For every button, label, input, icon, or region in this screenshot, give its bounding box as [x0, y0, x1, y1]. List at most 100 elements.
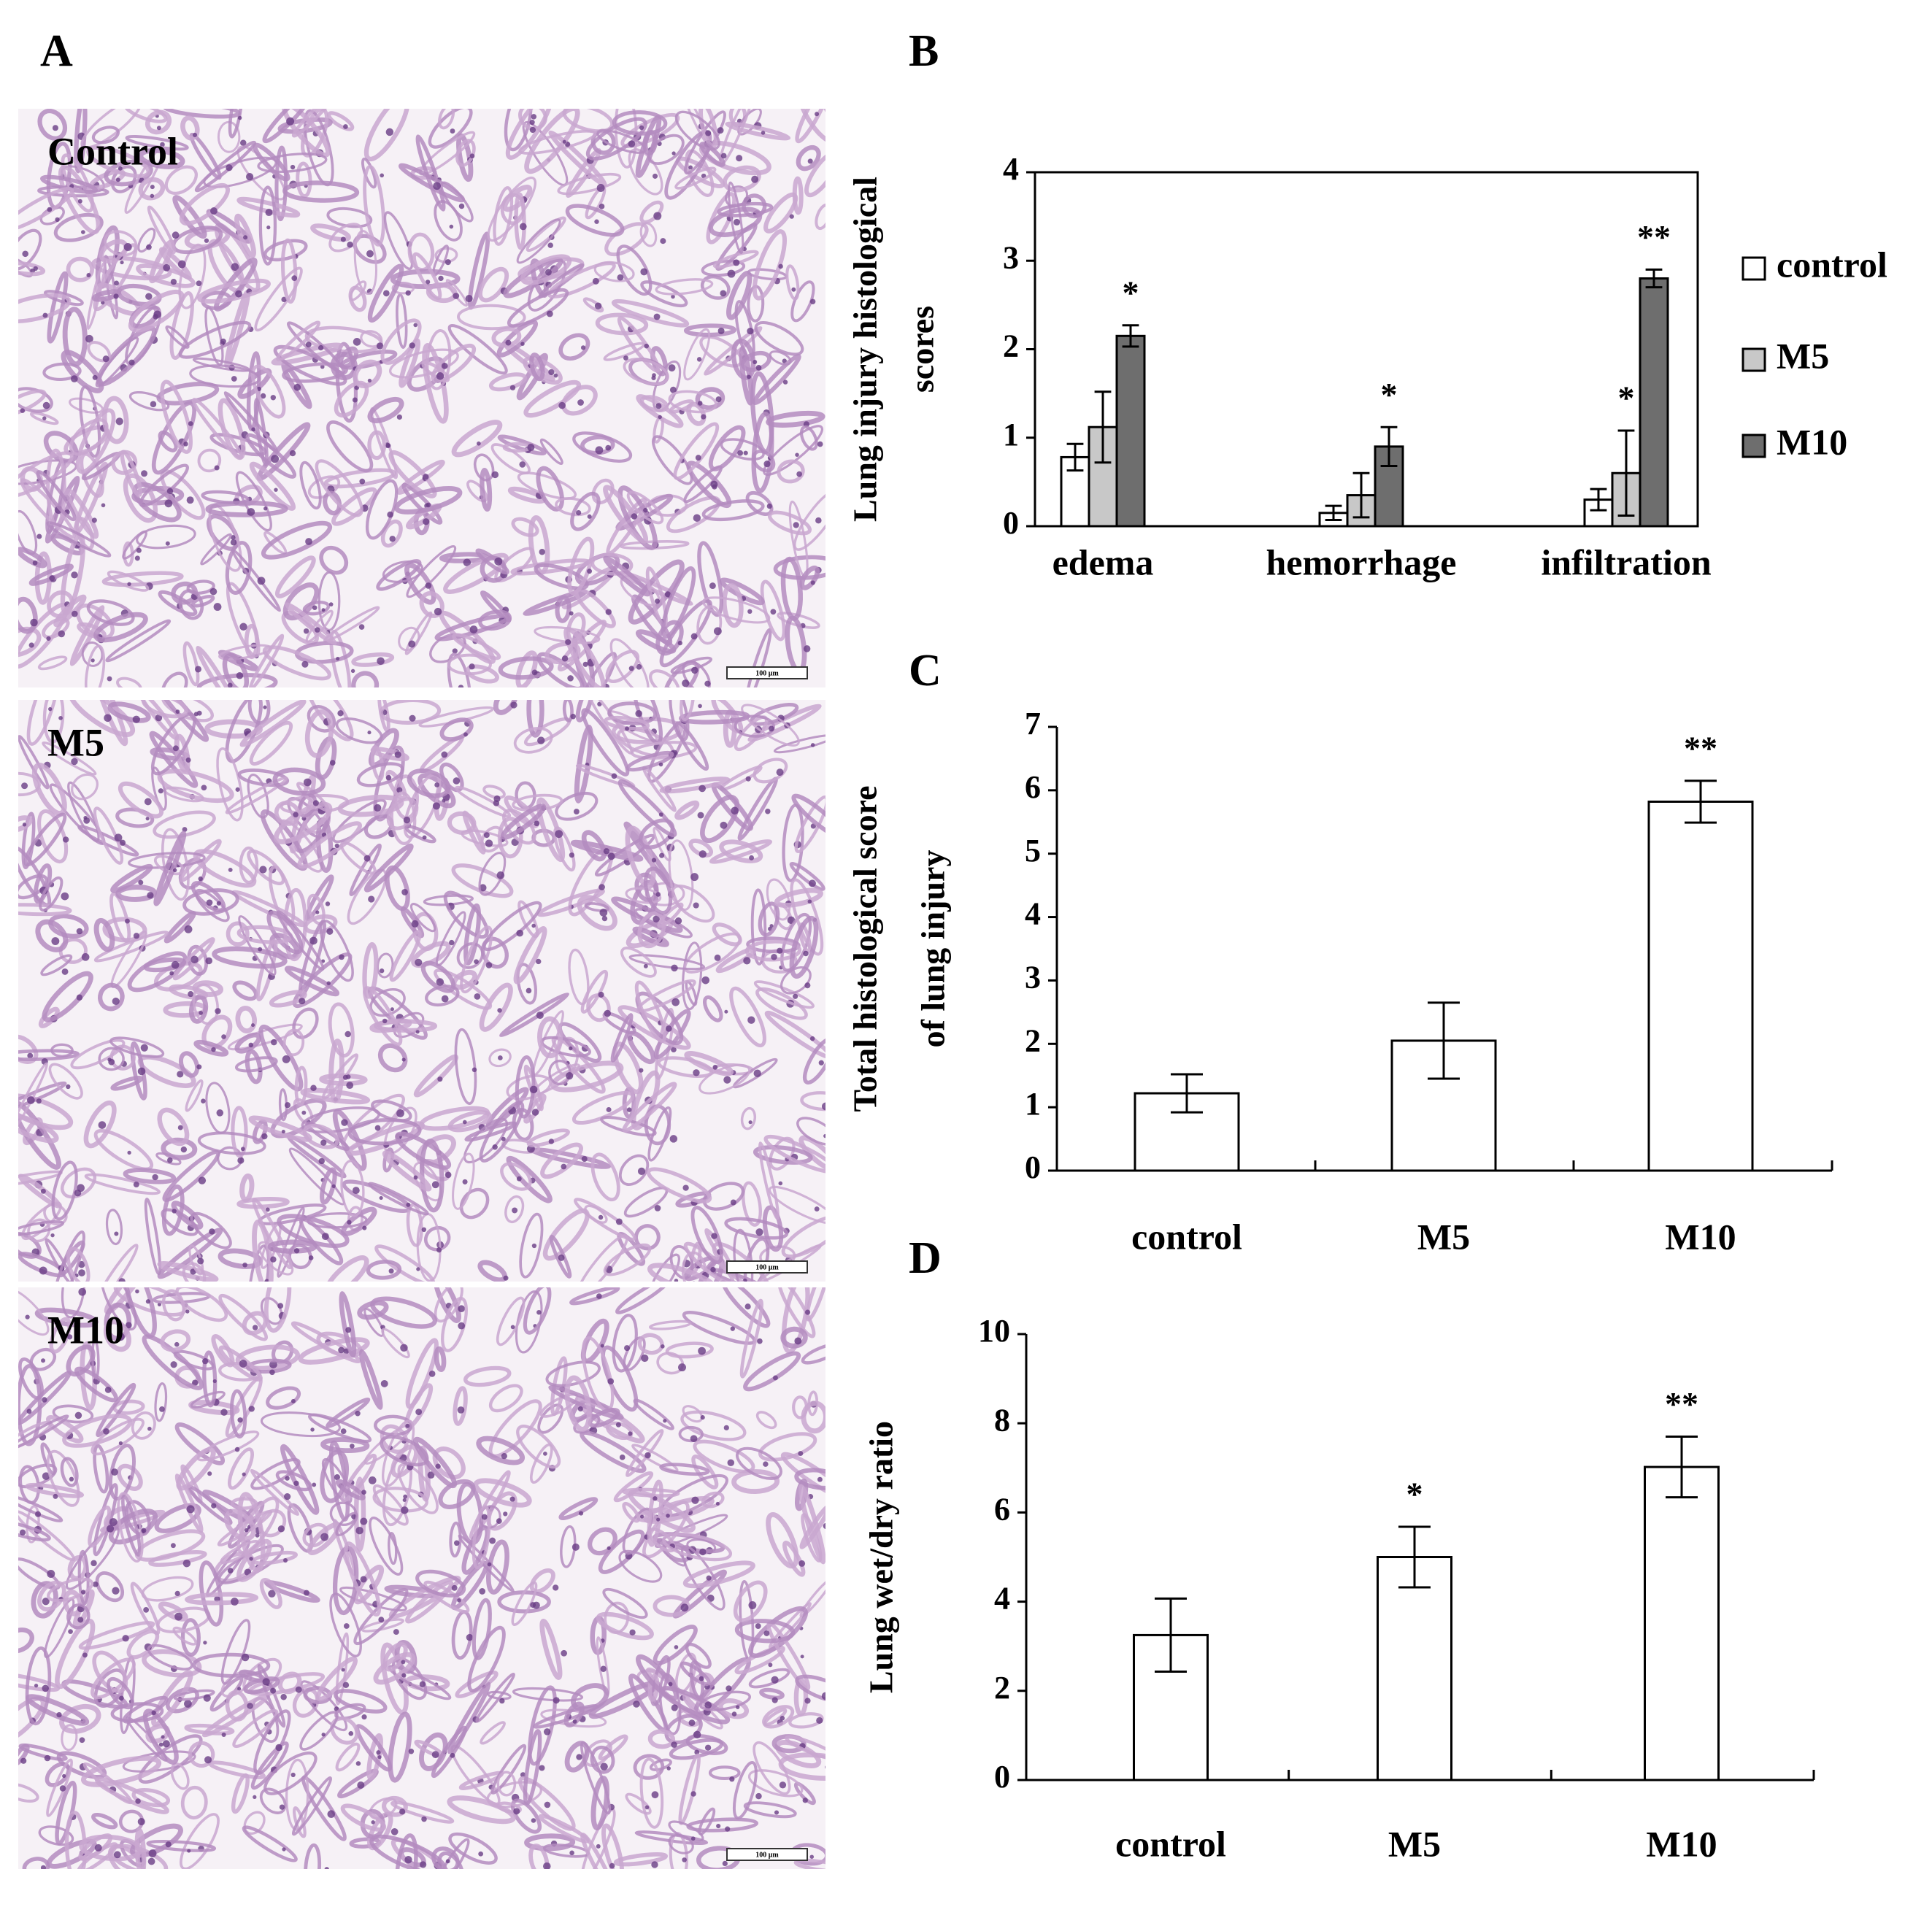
- tissue-strand: [232, 980, 258, 1001]
- nucleus: [489, 1537, 496, 1544]
- tissue-strand: [519, 1212, 544, 1279]
- nucleus: [401, 1057, 406, 1062]
- tissue-strand: [614, 109, 638, 169]
- nucleus: [793, 993, 798, 999]
- nucleus: [828, 116, 834, 121]
- nucleus: [119, 839, 126, 846]
- nucleus: [310, 1085, 317, 1091]
- nucleus: [266, 226, 271, 230]
- significance-label: **: [1637, 218, 1671, 255]
- nucleus: [635, 710, 642, 717]
- tissue-strand: [328, 1039, 345, 1103]
- tissue-strand: [595, 312, 649, 336]
- tissue-strand: [788, 1712, 824, 1729]
- nucleus: [631, 513, 638, 520]
- tissue-strand: [277, 1671, 302, 1695]
- tissue-strand: [351, 652, 395, 667]
- tissue-strand: [178, 320, 252, 359]
- nucleus: [607, 1546, 611, 1550]
- tissue-strand: [622, 1501, 641, 1523]
- tissue-strand: [401, 482, 443, 525]
- y-axis-title: Lung wet/dry ratio: [863, 1421, 900, 1693]
- nucleus: [803, 645, 811, 652]
- nucleus: [20, 1757, 27, 1764]
- nucleus: [345, 1327, 352, 1333]
- nucleus: [636, 663, 642, 670]
- y-tick-label: 4: [1025, 896, 1041, 932]
- tissue-strand: [18, 1414, 69, 1452]
- tissue-strand: [310, 223, 351, 242]
- nucleus: [237, 1417, 243, 1423]
- tissue-strand: [122, 1695, 169, 1724]
- nucleus: [640, 1514, 644, 1519]
- nucleus: [730, 1326, 735, 1331]
- nucleus: [463, 732, 468, 737]
- tissue-strand: [367, 396, 404, 423]
- nucleus: [516, 929, 523, 937]
- tissue-strand: [462, 810, 486, 855]
- nucleus: [159, 1406, 165, 1412]
- nucleus: [826, 1297, 831, 1302]
- tissue-strand: [504, 109, 533, 152]
- nucleus: [609, 1862, 615, 1869]
- nucleus: [340, 236, 346, 242]
- nucleus: [655, 892, 661, 897]
- nucleus: [710, 1266, 716, 1273]
- nucleus: [640, 268, 648, 276]
- nucleus: [531, 669, 538, 676]
- nucleus: [393, 1629, 399, 1636]
- nucleus: [516, 1176, 522, 1182]
- nucleus: [340, 1428, 347, 1434]
- nucleus: [716, 1823, 721, 1829]
- tissue-strand: [612, 1314, 638, 1373]
- nucleus: [810, 743, 815, 747]
- nucleus: [265, 209, 273, 217]
- nucleus: [40, 1188, 46, 1194]
- nucleus: [135, 1798, 141, 1804]
- nucleus: [52, 125, 58, 131]
- nucleus: [53, 1493, 58, 1499]
- tissue-strand: [680, 700, 696, 721]
- nucleus: [69, 1476, 74, 1482]
- nucleus: [510, 1325, 515, 1330]
- nucleus: [240, 1147, 245, 1152]
- nucleus: [527, 444, 535, 452]
- error-bar: [1380, 425, 1398, 468]
- tissue-strand: [708, 425, 746, 471]
- tissue-strand: [131, 1787, 171, 1808]
- nucleus: [360, 1517, 368, 1525]
- tissue-strand: [423, 1225, 451, 1252]
- tissue-strand: [91, 289, 121, 302]
- nucleus: [572, 1719, 577, 1724]
- tissue-strand: [755, 987, 808, 1020]
- nucleus: [823, 1133, 825, 1139]
- tissue-strand: [511, 1581, 538, 1627]
- tissue-strand: [331, 487, 377, 526]
- nucleus: [153, 310, 161, 319]
- nucleus: [220, 1409, 228, 1416]
- tissue-strand: [524, 1833, 576, 1852]
- nucleus: [780, 1716, 785, 1721]
- tissue-strand: [146, 1839, 217, 1852]
- error-bar: [1352, 471, 1370, 519]
- nucleus: [19, 1529, 26, 1536]
- error-bar: [1155, 1597, 1187, 1673]
- tissue-strand: [328, 1002, 355, 1057]
- tissue-strand: [107, 1676, 134, 1710]
- nucleus: [763, 461, 771, 468]
- tissue-strand: [506, 1155, 553, 1203]
- y-tick-label: 4: [994, 1581, 1010, 1617]
- nucleus: [453, 293, 460, 299]
- nucleus: [747, 374, 751, 380]
- nucleus: [816, 1717, 823, 1725]
- tissue-strand: [245, 1049, 263, 1085]
- nucleus: [236, 672, 244, 679]
- nucleus: [115, 177, 120, 182]
- tissue-strand: [185, 1592, 259, 1606]
- nucleus: [615, 1422, 621, 1428]
- tissue-strand: [282, 1028, 305, 1057]
- nucleus: [270, 1687, 277, 1694]
- tissue-strand: [115, 885, 158, 902]
- nucleus: [669, 1135, 678, 1143]
- tissue-strand: [729, 986, 766, 1048]
